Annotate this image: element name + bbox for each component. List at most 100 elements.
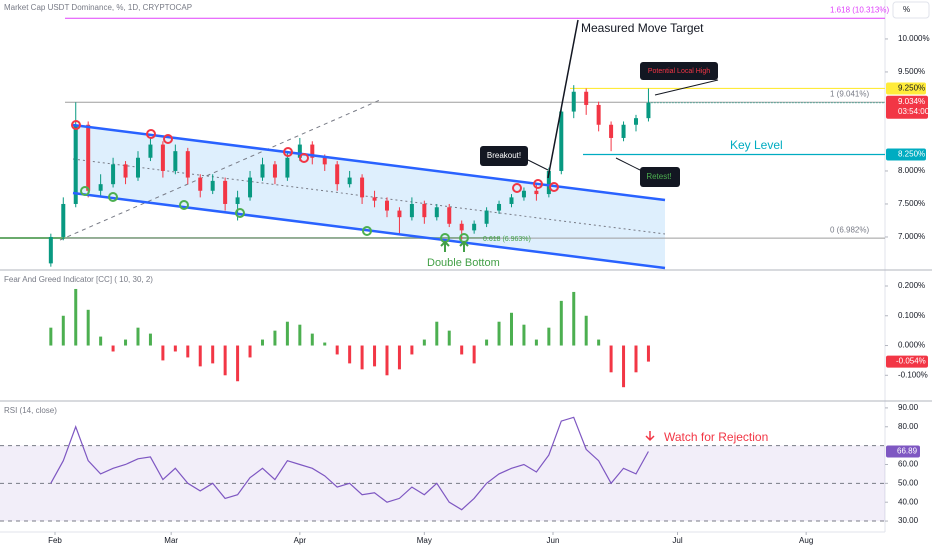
histogram-bar	[348, 345, 352, 364]
candle-body	[384, 200, 389, 211]
histogram-bar	[447, 330, 451, 346]
level-label: 0 (6.982%)	[830, 225, 869, 234]
trend-line	[59, 99, 381, 241]
y-tick-label: 40.00	[898, 497, 919, 506]
candle-body	[472, 223, 477, 231]
candle-body	[559, 111, 564, 171]
value-tag	[886, 355, 928, 368]
candle-body	[73, 124, 78, 204]
scale-button[interactable]	[892, 1, 930, 19]
indicator-title: RSI (14, close)	[4, 406, 57, 415]
y-tick-label: 0.200%	[898, 281, 925, 290]
histogram-bar	[622, 345, 626, 388]
candle-body	[135, 157, 140, 178]
histogram-bar	[211, 345, 215, 364]
annotation: Measured Move Target	[581, 21, 704, 35]
histogram-bar	[74, 288, 78, 346]
candle-body	[123, 164, 128, 178]
histogram-bar	[609, 345, 613, 373]
x-tick-label: Mar	[164, 536, 178, 545]
y-tick-label: 0.100%	[898, 311, 925, 320]
histogram-bar	[148, 333, 152, 346]
candle-body	[534, 190, 539, 195]
histogram-bar	[111, 345, 115, 352]
histogram-bar	[646, 345, 650, 362]
candle-body	[521, 190, 526, 198]
y-tick-label: 10.000%	[898, 34, 930, 43]
pivot-high	[163, 134, 173, 144]
histogram-bar	[422, 339, 426, 346]
histogram-bar	[86, 309, 90, 346]
candle-body	[285, 157, 290, 178]
measured-move	[547, 19, 579, 179]
histogram-bar	[99, 336, 103, 346]
histogram-bar	[435, 321, 439, 346]
arrow-up	[459, 240, 469, 252]
pivot-high	[283, 147, 293, 157]
histogram-bar	[559, 300, 563, 346]
histogram-bar	[260, 339, 264, 346]
candle-body	[347, 177, 352, 185]
candle-body	[409, 203, 414, 218]
pivot-high	[71, 120, 81, 130]
histogram-bar	[534, 339, 538, 346]
candle-body	[571, 91, 576, 112]
annotation-box	[640, 62, 718, 80]
value-tag	[886, 445, 920, 458]
x-tick-label: Jul	[672, 536, 682, 545]
histogram-bar	[173, 345, 177, 352]
x-tick-label: May	[417, 536, 432, 545]
candle-body	[260, 164, 265, 178]
histogram-bar	[248, 345, 252, 358]
candle-body	[372, 197, 377, 201]
pivot-low	[179, 200, 189, 210]
candle-body	[584, 91, 589, 105]
level-tag	[886, 82, 926, 95]
candle-body	[235, 197, 240, 204]
y-tick-label: 7.000%	[898, 232, 925, 241]
x-tick-label: Apr	[294, 536, 307, 545]
histogram-bar	[323, 342, 327, 346]
histogram-bar	[460, 345, 464, 355]
annotation: Retest!	[646, 172, 671, 181]
pivot-low	[108, 192, 118, 202]
candle-body	[360, 177, 365, 198]
channel-fill	[73, 125, 665, 268]
x-tick-label: Feb	[48, 536, 62, 545]
candle-body	[322, 157, 327, 165]
annotation: Key Level	[730, 138, 783, 152]
candle-body	[397, 210, 402, 218]
histogram-bar	[597, 339, 601, 346]
x-tick-label: Jun	[547, 536, 560, 545]
candle-body	[546, 170, 551, 195]
candle-body	[111, 164, 116, 185]
histogram-bar	[410, 345, 414, 355]
histogram-bar	[634, 345, 638, 373]
countdown: 03:54:00	[898, 107, 930, 116]
level-tag	[886, 148, 926, 161]
rsi-line	[50, 416, 649, 511]
candle-body	[335, 164, 340, 185]
candle-body	[48, 236, 53, 264]
candle-body	[459, 223, 464, 231]
histogram-bar	[472, 345, 476, 364]
histogram-bar	[198, 345, 202, 367]
y-tick-label: -0.100%	[898, 370, 928, 379]
histogram-bar	[360, 345, 364, 370]
histogram-bar	[49, 327, 53, 346]
level-tag-label: 8.250%	[898, 150, 925, 159]
pivot-low	[235, 208, 245, 218]
arrow-up	[440, 240, 450, 252]
pivot-high	[533, 179, 543, 189]
histogram-bar	[397, 345, 401, 370]
candle-body	[185, 151, 190, 178]
candle-body	[61, 203, 66, 237]
level-label: 1 (9.041%)	[830, 89, 869, 98]
histogram-bar	[485, 339, 489, 346]
candle-body	[272, 164, 277, 178]
last-price-tag	[886, 95, 928, 119]
scale-button-label[interactable]: %	[903, 5, 910, 14]
candle-body	[248, 177, 253, 198]
